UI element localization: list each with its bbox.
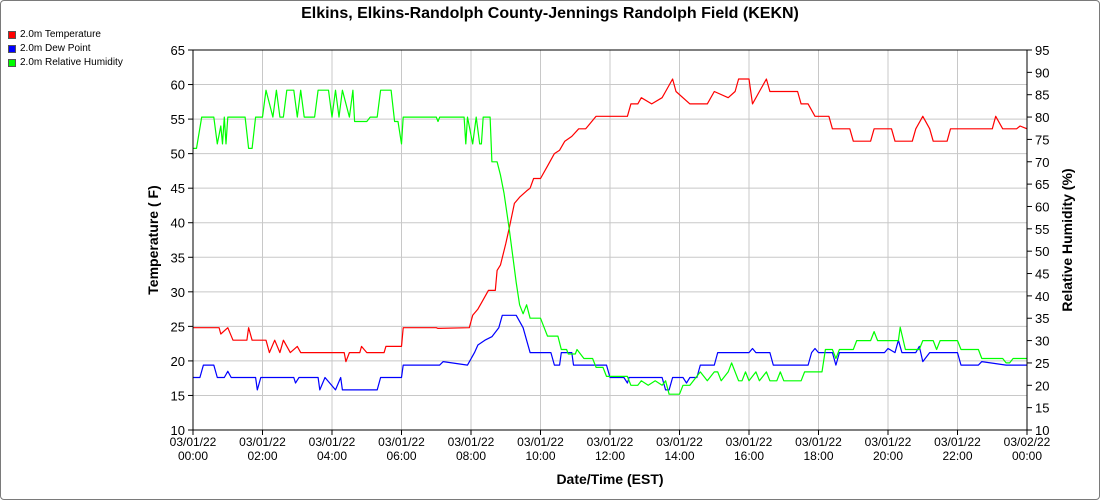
- y-tick-label: 55: [171, 112, 185, 127]
- series-line-temperature: [193, 78, 1028, 363]
- x-tick-label-date: 03/01/22: [726, 435, 773, 449]
- x-tick-label-time: 18:00: [803, 449, 833, 463]
- y-tick-label: 50: [171, 147, 185, 162]
- x-tick-label-date: 03/01/22: [517, 435, 564, 449]
- y2-tick-label: 45: [1035, 267, 1049, 282]
- series-layer: [193, 78, 1028, 395]
- y2-tick-label: 55: [1035, 222, 1049, 237]
- y2-tick-label: 10: [1035, 423, 1049, 438]
- y2-tick-label: 85: [1035, 88, 1049, 103]
- x-tick-label-time: 22:00: [942, 449, 972, 463]
- y2-tick-label: 75: [1035, 132, 1049, 147]
- legend-swatch-relative-humidity: [8, 59, 16, 67]
- y2-tick-label: 35: [1035, 311, 1049, 326]
- legend-item-dew-point: 2.0m Dew Point: [8, 42, 123, 56]
- x-tick-label-date: 03/01/22: [378, 435, 425, 449]
- y2-tick-label: 30: [1035, 334, 1049, 349]
- x-tick-label-time: 00:00: [1012, 449, 1042, 463]
- y2-tick-label: 90: [1035, 65, 1049, 80]
- y2-tick-label: 50: [1035, 244, 1049, 259]
- y2-tick-label: 95: [1035, 43, 1049, 58]
- y-tick-label: 65: [171, 43, 185, 58]
- x-tick-label-date: 03/01/22: [448, 435, 495, 449]
- y-tick-label: 15: [171, 388, 185, 403]
- x-tick-label-date: 03/01/22: [865, 435, 912, 449]
- y-tick-label: 10: [171, 423, 185, 438]
- legend-swatch-temperature: [8, 31, 16, 39]
- legend-item-relative-humidity: 2.0m Relative Humidity: [8, 56, 123, 70]
- y2-tick-label: 15: [1035, 401, 1049, 416]
- y2-tick-label: 80: [1035, 110, 1049, 125]
- x-axis-label: Date/Time (EST): [556, 471, 663, 487]
- y-tick-label: 20: [171, 354, 185, 369]
- x-tick-label-date: 03/01/22: [795, 435, 842, 449]
- x-tick-label-time: 14:00: [664, 449, 694, 463]
- plot-border: [192, 49, 1028, 431]
- x-tick-label-time: 12:00: [595, 449, 625, 463]
- x-tick-label-time: 10:00: [525, 449, 555, 463]
- legend-label-relative-humidity: 2.0m Relative Humidity: [20, 57, 123, 68]
- legend-label-temperature: 2.0m Temperature: [20, 29, 101, 40]
- legend: 2.0m Temperature 2.0m Dew Point 2.0m Rel…: [8, 28, 123, 70]
- y2-tick-label: 65: [1035, 177, 1049, 192]
- y2-tick-label: 70: [1035, 155, 1049, 170]
- x-tick-label-date: 03/02/22: [1004, 435, 1051, 449]
- x-tick-label-time: 08:00: [456, 449, 486, 463]
- y-tick-label: 25: [171, 319, 185, 334]
- x-tick-label-time: 20:00: [873, 449, 903, 463]
- x-tick-label-time: 04:00: [317, 449, 347, 463]
- y-tick-label: 40: [171, 216, 185, 231]
- series-line-relative-humidity: [193, 89, 1027, 395]
- x-tick-label-date: 03/01/22: [656, 435, 703, 449]
- y-tick-label: 45: [171, 181, 185, 196]
- x-tick-label-time: 02:00: [247, 449, 277, 463]
- legend-item-temperature: 2.0m Temperature: [8, 28, 123, 42]
- series-line-dew-point: [193, 314, 1027, 391]
- y2-tick-label: 40: [1035, 289, 1049, 304]
- chart-title: Elkins, Elkins-Randolph County-Jennings …: [301, 5, 799, 22]
- x-tick-label-date: 03/01/22: [587, 435, 634, 449]
- y2-tick-label: 60: [1035, 199, 1049, 214]
- x-tick-label-time: 16:00: [734, 449, 764, 463]
- x-tick-label-date: 03/01/22: [239, 435, 286, 449]
- y-tick-label: 60: [171, 78, 185, 93]
- y2-axis-label: Relative Humidity (%): [1059, 168, 1075, 311]
- y2-tick-label: 20: [1035, 378, 1049, 393]
- y2-tick-label: 25: [1035, 356, 1049, 371]
- x-tick-label-date: 03/01/22: [934, 435, 981, 449]
- x-tick-label-time: 06:00: [386, 449, 416, 463]
- y-axis-label: Temperature ( F): [145, 185, 161, 294]
- y-tick-label: 30: [171, 285, 185, 300]
- x-tick-label-date: 03/01/22: [309, 435, 356, 449]
- legend-label-dew-point: 2.0m Dew Point: [20, 43, 91, 54]
- grid-layer: [192, 49, 1028, 431]
- x-tick-label-date: 03/01/22: [170, 435, 217, 449]
- x-tick-label-time: 00:00: [178, 449, 208, 463]
- legend-swatch-dew-point: [8, 45, 16, 53]
- axis-layer: 10 15 20 25 30 35 40 45 50 55 60 65 10 15 20 25 30 35 40 45…: [170, 43, 1051, 463]
- y-tick-label: 35: [171, 250, 185, 265]
